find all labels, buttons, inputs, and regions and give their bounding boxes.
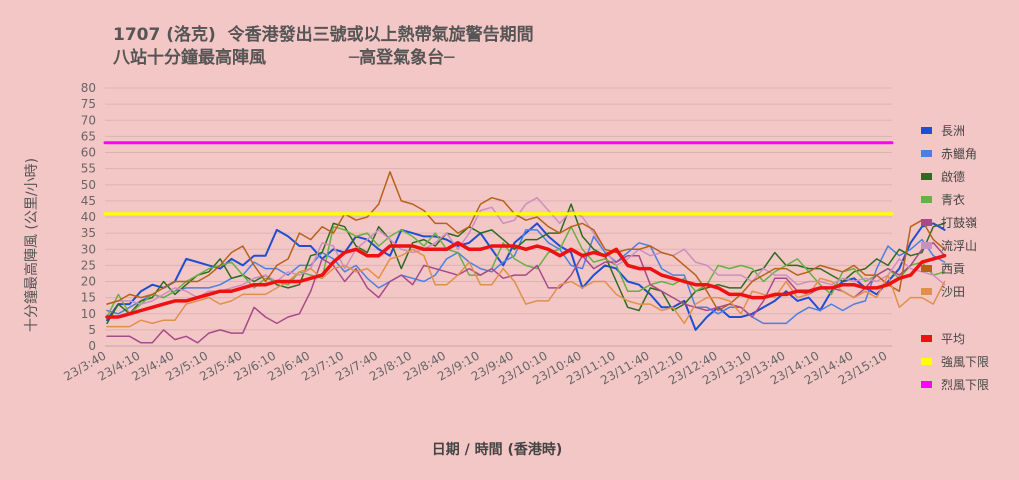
legend-swatch	[921, 288, 932, 295]
series-line-2	[106, 229, 946, 325]
legend-label: 赤鱲角	[941, 147, 977, 161]
legend-swatch	[921, 173, 932, 180]
series-line-9	[105, 241, 947, 319]
legend-label: 沙田	[941, 285, 965, 299]
y-tick-label: 20	[81, 275, 96, 289]
legend-label: 流浮山	[941, 239, 977, 253]
legend-swatch	[921, 242, 932, 249]
legend-swatch	[921, 196, 932, 203]
y-tick-label: 80	[81, 81, 96, 95]
chart-title-line-2: 八站十分鐘最高陣風 ─高登氣象台─	[113, 48, 455, 68]
x-axis-label: 日期 / 時間 (香港時)	[432, 441, 563, 458]
y-tick-label: 70	[81, 113, 96, 127]
legend-swatch	[921, 150, 932, 157]
series-line-8	[106, 248, 946, 328]
y-tick-label: 40	[81, 210, 96, 224]
y-tick-label: 65	[81, 129, 96, 143]
series-line-4	[106, 225, 946, 318]
legend-label: 烈風下限	[941, 378, 989, 392]
legend-label: 長洲	[941, 124, 965, 138]
legend-swatch	[921, 265, 932, 272]
y-tick-label: 45	[81, 194, 96, 208]
y-tick-label: 35	[81, 226, 96, 240]
legend-label: 青衣	[941, 192, 965, 207]
y-tick-label: 10	[81, 307, 96, 321]
y-tick-label: 5	[88, 323, 96, 337]
y-tick-label: 55	[81, 162, 96, 176]
y-tick-label: 60	[81, 146, 96, 160]
chart-title-line-1: 1707 (洛克) 令香港發出三號或以上熱帶氣旋警告期間	[113, 25, 534, 45]
y-tick-label: 15	[81, 291, 96, 305]
legend-label: 平均	[941, 332, 965, 346]
y-axis-label: 十分鐘最高陣風 (公里/小時)	[23, 158, 40, 332]
legend-label: 打鼓嶺	[941, 216, 977, 230]
legend-swatch	[921, 127, 932, 134]
series-line-6	[106, 196, 946, 305]
legend-swatch	[921, 381, 932, 388]
series-line-1	[106, 222, 946, 331]
legend-label: 強風下限	[941, 355, 989, 369]
y-tick-label: 30	[81, 242, 96, 256]
y-tick-label: 50	[81, 178, 96, 192]
series-line-7	[106, 171, 946, 312]
legend-label: 啟德	[941, 169, 965, 184]
y-tick-label: 25	[81, 258, 96, 272]
legend-label: 西貢	[941, 262, 965, 276]
legend-swatch	[921, 219, 932, 226]
legend-swatch	[921, 358, 932, 365]
legend-swatch	[921, 335, 932, 342]
y-tick-label: 75	[81, 97, 96, 111]
y-tick-label: 0	[88, 339, 96, 353]
series-line-5	[106, 242, 946, 344]
